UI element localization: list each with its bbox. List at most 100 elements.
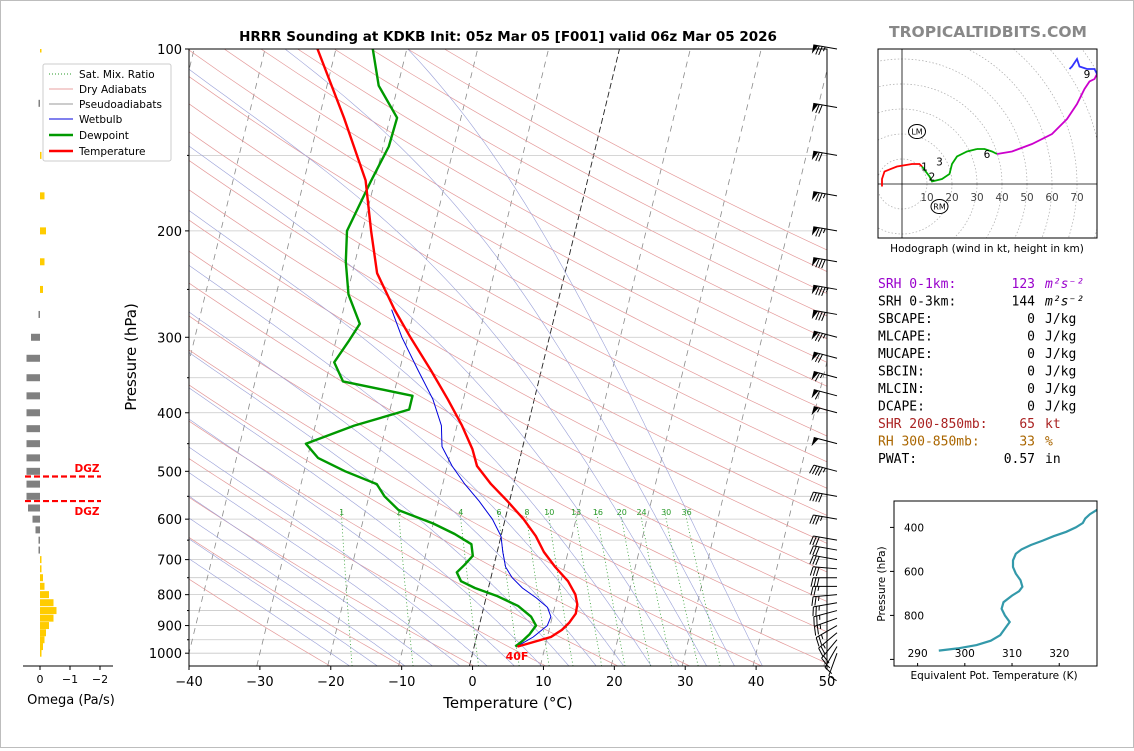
index-unit: m²s⁻² — [1044, 295, 1084, 310]
wind-barb-flag — [812, 103, 818, 112]
wind-barb-full — [816, 493, 820, 502]
omega-bar — [27, 425, 41, 432]
hodograph-tick-label: 60 — [1045, 192, 1058, 204]
wind-barb-full — [811, 586, 813, 595]
wind-barb — [812, 285, 837, 296]
mixing-ratio-label: 20 — [617, 508, 627, 517]
wind-barb-staff — [814, 618, 837, 626]
wind-barb-full — [814, 586, 816, 595]
index-unit: m²s⁻² — [1044, 277, 1084, 292]
theta-e-xtick-label: 300 — [955, 648, 975, 660]
index-value: 33 — [1019, 435, 1035, 450]
isotherm-line — [399, 49, 549, 666]
wind-barb-full — [817, 578, 819, 587]
temp-tick-label: −40 — [175, 675, 202, 690]
omega-bar — [31, 334, 40, 341]
index-unit: in — [1045, 452, 1061, 467]
wind-barb — [811, 586, 837, 595]
mixing-ratio-label: 8 — [524, 508, 529, 517]
wind-barb-half — [820, 517, 822, 521]
theta-e-xtick-label: 310 — [1002, 648, 1022, 660]
wind-barbs — [810, 45, 837, 681]
hodograph-caption: Hodograph (wind in kt, height in km) — [890, 243, 1084, 255]
storm-motion-marker: RM — [931, 200, 948, 214]
storm-motion-marker: LM — [909, 125, 926, 139]
wind-barb-full — [813, 546, 817, 555]
pressure-tick-label: 1000 — [149, 647, 182, 662]
omega-bar — [27, 493, 41, 500]
omega-bar — [40, 615, 54, 622]
theta-e-xlabel: Equivalent Pot. Temperature (K) — [910, 670, 1077, 682]
pressure-axis-label: Pressure (hPa) — [122, 303, 140, 411]
wind-barb — [812, 192, 837, 202]
wind-barb-full — [816, 556, 820, 565]
index-unit: % — [1045, 435, 1053, 450]
theta-e-ylabel: Pressure (hPa) — [876, 546, 888, 621]
omega-bar — [40, 227, 46, 234]
omega-bar — [40, 650, 42, 657]
wind-barb — [814, 618, 837, 635]
theta-e-xtick-label: 320 — [1049, 648, 1069, 660]
omega-bar — [40, 591, 49, 598]
temp-tick-label: 30 — [677, 675, 694, 690]
wind-barb-full — [819, 193, 823, 202]
omega-bar — [40, 556, 42, 563]
hodograph-tick-label: 50 — [1020, 192, 1033, 204]
mixing-ratio-label: 36 — [682, 508, 692, 517]
wind-barb-full — [810, 546, 814, 555]
omega-bar — [40, 629, 46, 636]
wind-barb — [810, 492, 837, 502]
chart-title: HRRR Sounding at KDKB Init: 05z Mar 05 [… — [239, 29, 777, 45]
wind-barb-full — [819, 153, 823, 162]
index-value: 0 — [1027, 365, 1035, 380]
index-name: MLCIN: — [878, 382, 925, 397]
wind-barb-full — [816, 516, 820, 525]
wind-barb-full — [815, 596, 816, 605]
omega-bar — [27, 374, 41, 381]
pseudoadiabat-line — [408, 49, 763, 667]
wind-barb — [811, 331, 837, 342]
index-value: 65 — [1019, 417, 1035, 432]
pressure-tick-label: 400 — [157, 407, 182, 422]
wind-barb — [811, 437, 837, 446]
theta-e-xtick-label: 290 — [908, 648, 928, 660]
index-value: 0 — [1027, 312, 1035, 327]
index-unit: J/kg — [1045, 400, 1076, 415]
omega-bar — [40, 622, 49, 629]
wind-barb-staff — [813, 515, 837, 519]
temp-tick-label: −10 — [388, 675, 415, 690]
wind-barb — [810, 546, 837, 556]
mixing-ratio-label: 6 — [496, 508, 501, 517]
wind-barb-staff — [813, 546, 837, 550]
mixing-ratio-label: 13 — [571, 508, 581, 517]
wind-barb-full — [819, 228, 823, 237]
index-name: DCAPE: — [878, 400, 925, 415]
dry-adiabat-line — [114, 49, 1133, 666]
omega-bar — [27, 392, 41, 399]
wind-barb-full — [819, 46, 823, 55]
isotherm-line — [611, 49, 761, 666]
wind-barb-flag — [812, 192, 818, 201]
dry-adiabat-line — [334, 49, 1133, 666]
wind-barb-staff — [813, 603, 837, 607]
wind-barb — [810, 555, 837, 565]
index-name: SHR 200-850mb: — [878, 417, 988, 432]
omega-bar — [28, 504, 40, 511]
mixing-ratio-label: 16 — [593, 508, 603, 517]
wind-barb — [812, 258, 837, 269]
dry-adiabat-line — [261, 49, 1133, 666]
temperature-axis-label: Temperature (°C) — [442, 694, 572, 712]
wind-barb-half — [821, 635, 822, 639]
index-value: 0 — [1027, 330, 1035, 345]
index-value: 123 — [1012, 277, 1035, 292]
wind-barb-full — [819, 636, 822, 645]
hodograph-tick-label: 30 — [970, 192, 983, 204]
isotherm-line — [540, 49, 690, 666]
wind-barb-flag — [811, 437, 818, 446]
pressure-tick-label: 500 — [157, 465, 182, 480]
wind-barb-full — [813, 567, 816, 576]
legend-temperature: Temperature — [78, 146, 146, 158]
index-unit: J/kg — [1045, 347, 1076, 362]
